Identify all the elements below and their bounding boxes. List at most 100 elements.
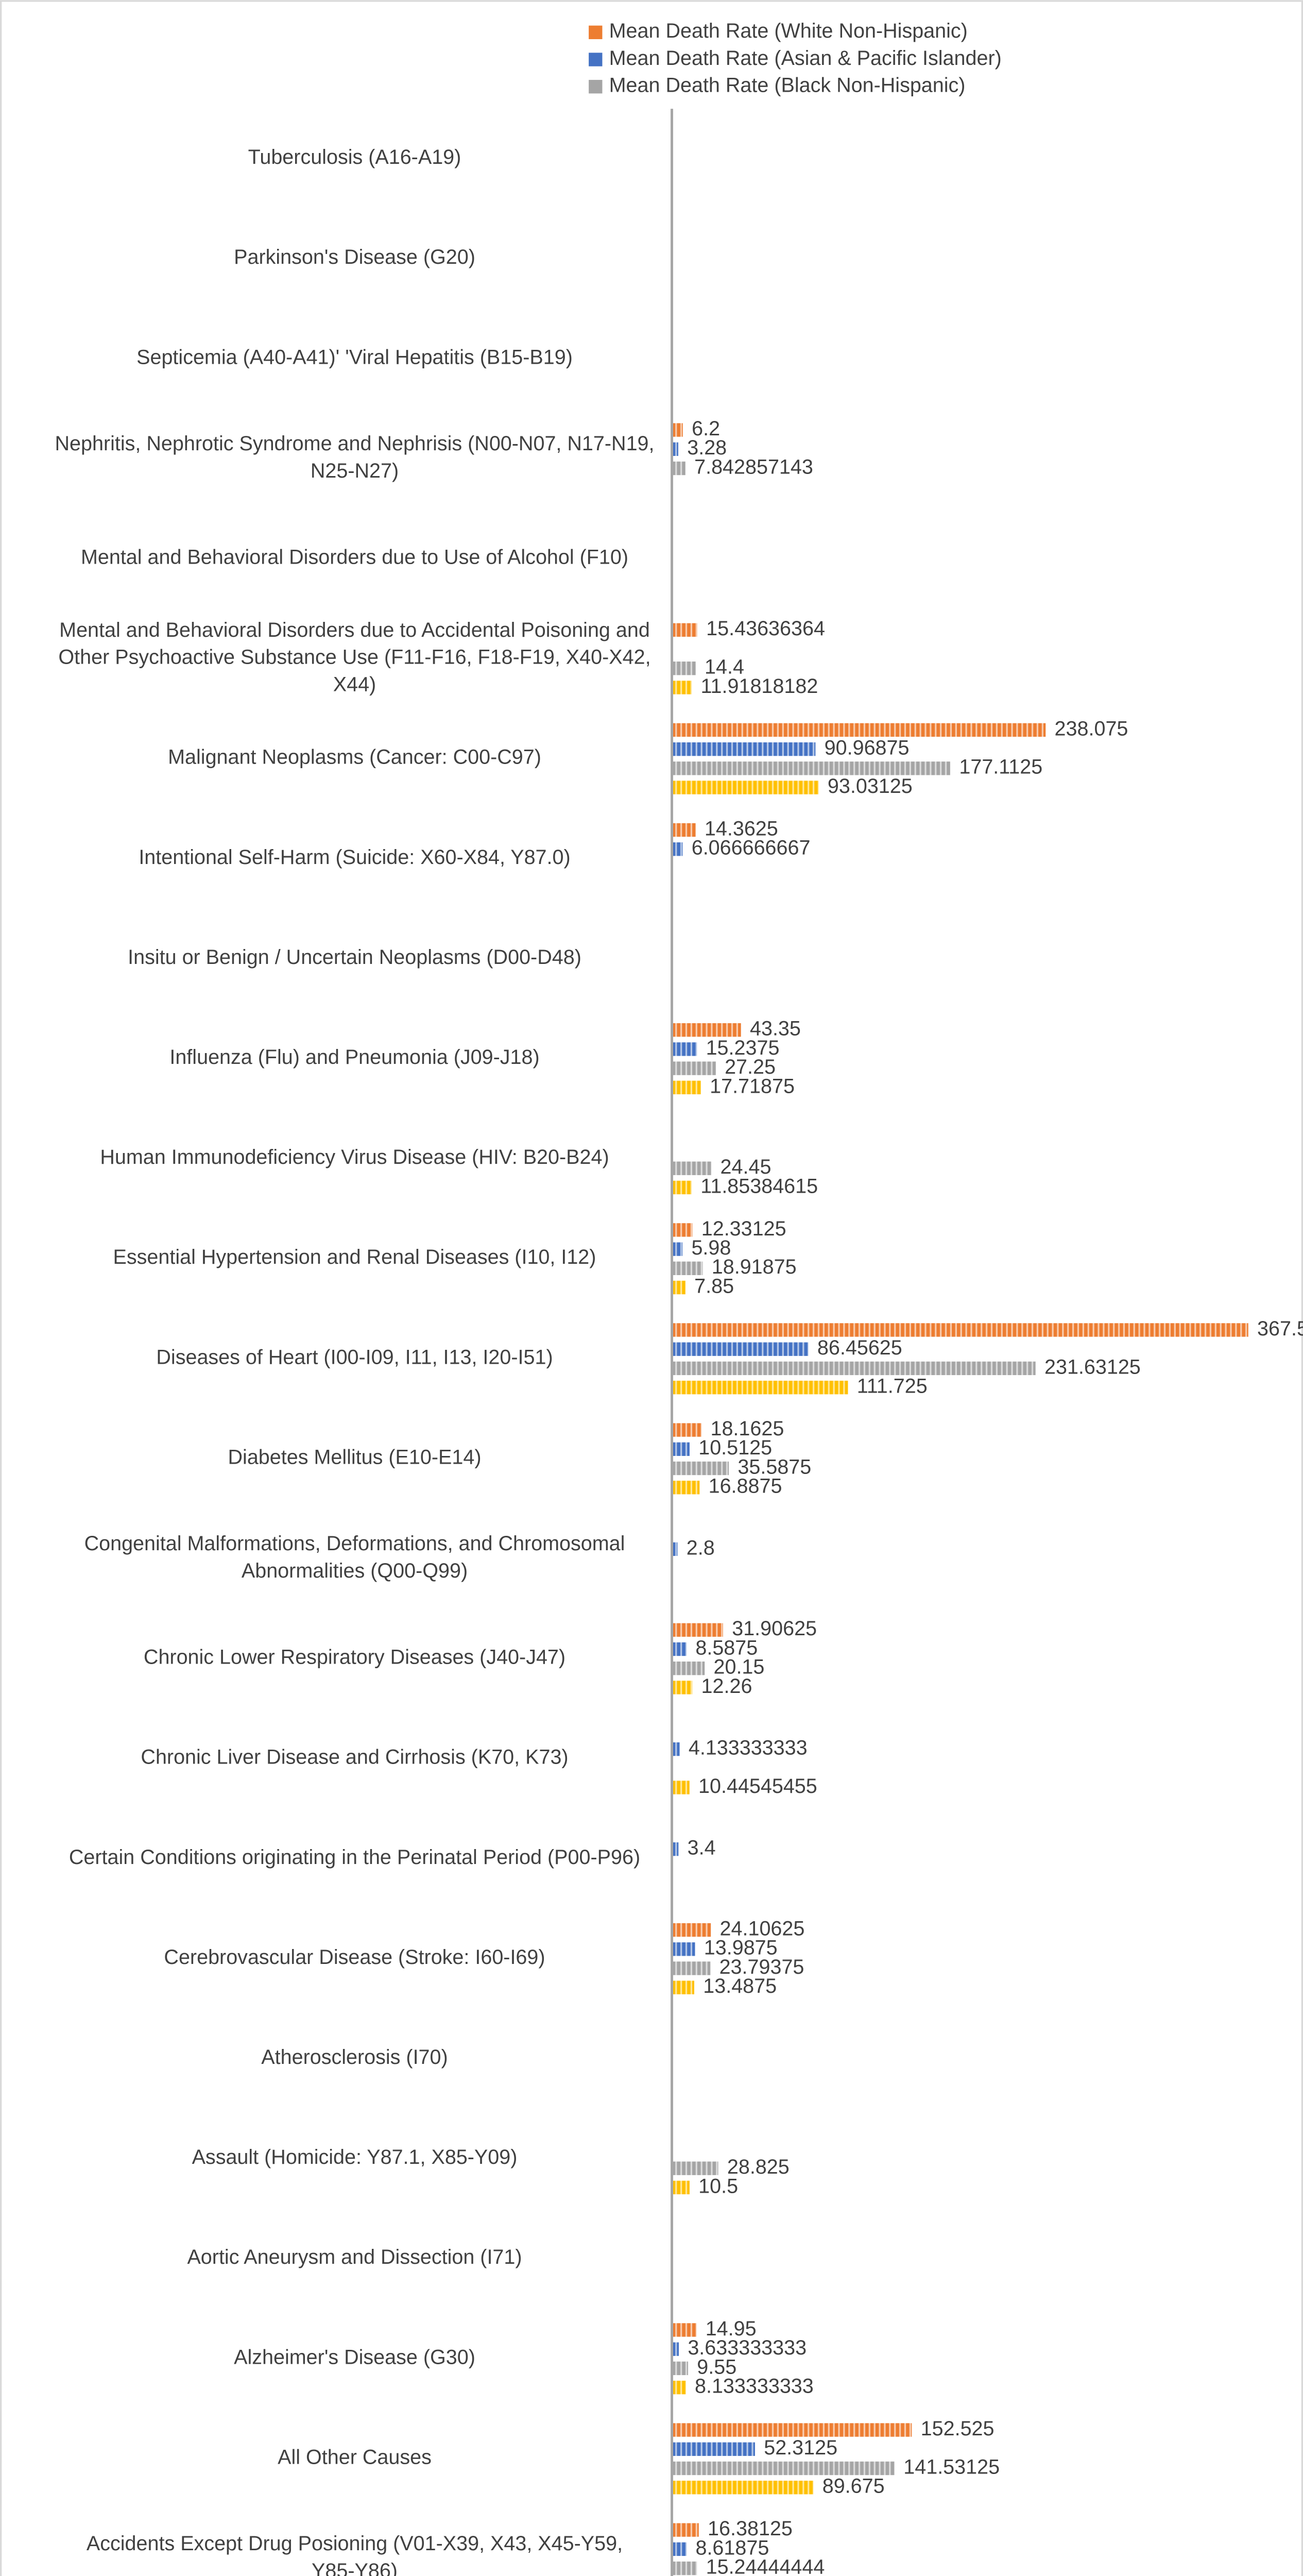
- legend-swatch: [589, 53, 603, 66]
- category-label: Alzheimer's Disease (G30): [234, 2346, 475, 2369]
- bar: [673, 1481, 700, 1495]
- bar: [673, 1180, 692, 1195]
- bar: [673, 1842, 679, 1856]
- data-label: 10.42: [698, 2575, 749, 2576]
- data-label: 23.79375: [719, 1956, 804, 1978]
- bar: [673, 1361, 1036, 1376]
- category-label: Septicemia (A40-A41)' 'Viral Hepatitis (…: [136, 346, 573, 369]
- bar: [673, 1023, 741, 1037]
- bar: [673, 761, 951, 775]
- data-label: 16.38125: [708, 2517, 793, 2540]
- bar: [673, 742, 816, 756]
- data-label: 231.63125: [1044, 1355, 1141, 1378]
- data-label: 7.842857143: [694, 455, 813, 478]
- data-label: 10.5125: [698, 1436, 772, 1459]
- data-label: 12.26: [701, 1675, 752, 1698]
- data-label: 20.15: [714, 1656, 765, 1679]
- data-label: 367.59375: [1257, 1317, 1303, 1340]
- data-label: 86.45625: [817, 1336, 902, 1359]
- category-label: Chronic Lower Respiratory Diseases (J40-…: [144, 1646, 565, 1669]
- bar: [673, 1662, 705, 1675]
- bar: [673, 1280, 685, 1295]
- data-label: 10.44545455: [698, 1775, 817, 1798]
- data-label: 9.55: [697, 2355, 736, 2378]
- bar: [673, 1223, 693, 1237]
- bar: [673, 2361, 689, 2376]
- bar: [673, 1542, 678, 1556]
- data-label: 11.91818182: [701, 675, 818, 698]
- bar: [673, 423, 683, 437]
- bar: [673, 1323, 1248, 1337]
- data-label: 8.5875: [695, 1636, 758, 1659]
- bar: [673, 1623, 723, 1637]
- bar: [673, 2442, 755, 2456]
- bar: [673, 1242, 683, 1256]
- data-label: 52.3125: [764, 2436, 837, 2459]
- data-label: 18.91875: [712, 1256, 797, 1278]
- bar: [673, 781, 819, 794]
- bar: [673, 2342, 679, 2356]
- data-label: 8.61875: [695, 2536, 769, 2559]
- bar: [673, 2180, 690, 2195]
- data-label: 27.25: [725, 1056, 776, 1078]
- category-label: Diseases of Heart (I00-I09, I11, I13, I2…: [156, 1346, 553, 1369]
- bar: [673, 2461, 895, 2476]
- category-label: Malignant Neoplasms (Cancer: C00-C97): [168, 746, 541, 769]
- bar: [673, 1442, 690, 1456]
- category-label: Intentional Self-Harm (Suicide: X60-X84,…: [139, 846, 570, 869]
- data-label: 238.075: [1055, 717, 1128, 740]
- data-label: 24.10625: [720, 1917, 805, 1940]
- bar: [673, 1161, 712, 1175]
- data-label: 177.1125: [959, 756, 1042, 778]
- data-label: 14.3625: [705, 817, 778, 840]
- category-label: Mental and Behavioral Disorders due to U…: [81, 546, 628, 569]
- bar: [673, 2561, 697, 2575]
- category-label: Parkinson's Disease (G20): [234, 246, 475, 269]
- legend-swatch: [589, 80, 603, 94]
- bar: [673, 1080, 701, 1095]
- category-label: Certain Conditions originating in the Pe…: [69, 1846, 640, 1869]
- data-label: 13.9875: [704, 1937, 778, 1959]
- data-label: 17.71875: [710, 1075, 795, 1097]
- data-label: 35.5875: [738, 1455, 811, 1478]
- bar: [673, 1042, 697, 1056]
- bar: [673, 662, 696, 675]
- bar: [673, 823, 696, 837]
- bar: [673, 1961, 711, 1975]
- data-label: 13.4875: [703, 1975, 777, 1997]
- data-label: 4.133333333: [689, 1737, 808, 1759]
- bar: [673, 1742, 680, 1756]
- data-label: 11.85384615: [700, 1175, 818, 1197]
- category-label: Essential Hypertension and Renal Disease…: [113, 1246, 596, 1269]
- category-label: Congenital Malformations, Deformations, …: [84, 1533, 625, 1583]
- bar: [673, 1461, 729, 1476]
- category-label: Atherosclerosis (I70): [261, 2046, 448, 2069]
- bar: [673, 1642, 687, 1656]
- category-label: Influenza (Flu) and Pneumonia (J09-J18): [169, 1046, 539, 1069]
- bar: [673, 1980, 694, 1994]
- data-label: 18.1625: [710, 1417, 784, 1440]
- legend-label: Mean Death Rate (Black Non-Hispanic): [609, 74, 966, 97]
- legend-label: Mean Death Rate (White Non-Hispanic): [609, 20, 968, 42]
- data-label: 152.525: [921, 2417, 995, 2440]
- data-label: 90.96875: [825, 737, 910, 759]
- bar: [673, 1681, 693, 1694]
- bar: [673, 2380, 686, 2395]
- data-label: 141.53125: [903, 2455, 1000, 2478]
- legend-swatch: [589, 25, 603, 40]
- category-label: Insitu or Benign / Uncertain Neoplasms (…: [128, 946, 581, 969]
- bar: [673, 842, 683, 856]
- bar: [673, 2323, 697, 2337]
- bar: [673, 623, 697, 637]
- data-label: 3.4: [688, 1837, 716, 1859]
- data-label: 3.28: [687, 436, 727, 459]
- bar: [673, 1261, 703, 1275]
- data-label: 5.98: [691, 1236, 731, 1259]
- bar: [673, 2481, 814, 2495]
- data-label: 111.725: [857, 1375, 928, 1398]
- data-label: 8.133333333: [695, 2375, 814, 2398]
- data-label: 93.03125: [828, 775, 913, 798]
- data-label: 15.2375: [706, 1037, 780, 1059]
